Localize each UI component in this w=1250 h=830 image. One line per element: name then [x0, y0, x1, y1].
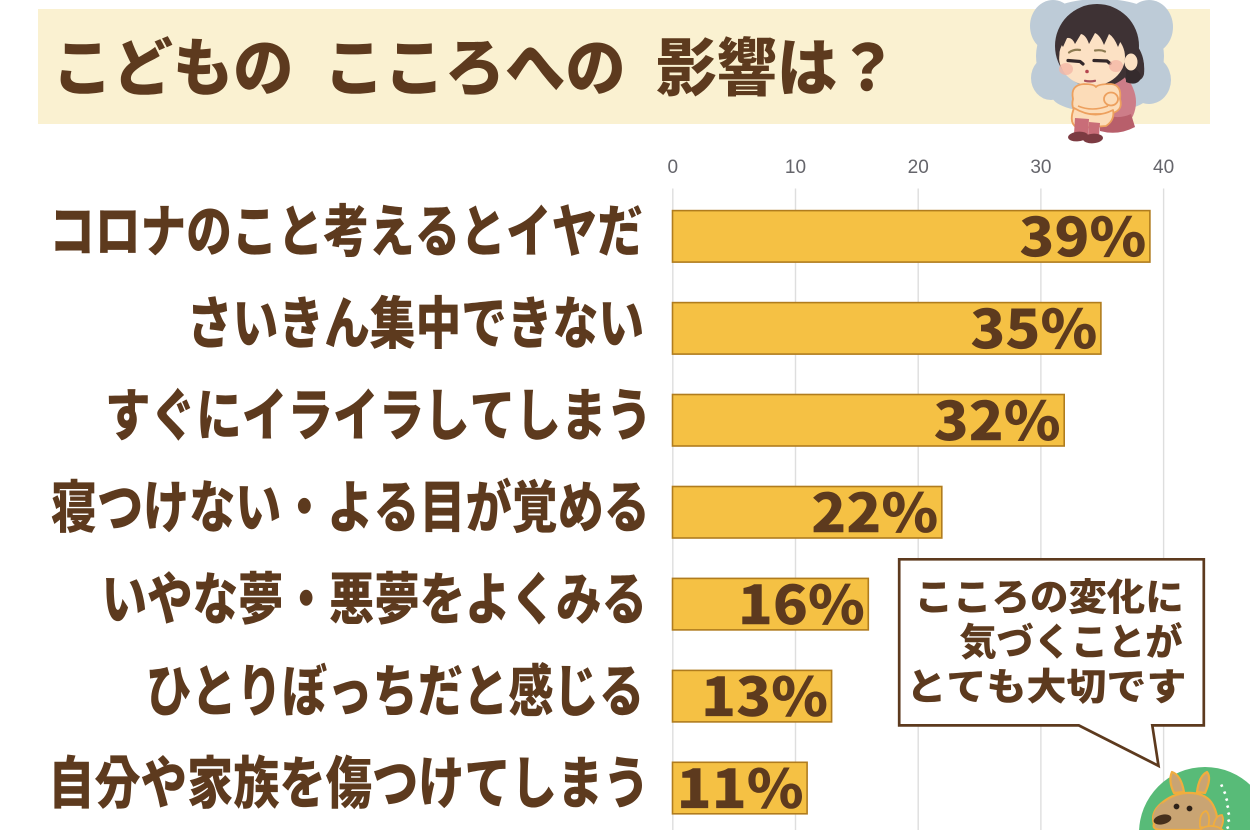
svg-text:40: 40	[1153, 157, 1174, 178]
svg-text:0: 0	[668, 157, 679, 178]
svg-text:10: 10	[785, 157, 806, 178]
svg-text:20: 20	[908, 157, 929, 178]
svg-text:30: 30	[1030, 157, 1051, 178]
